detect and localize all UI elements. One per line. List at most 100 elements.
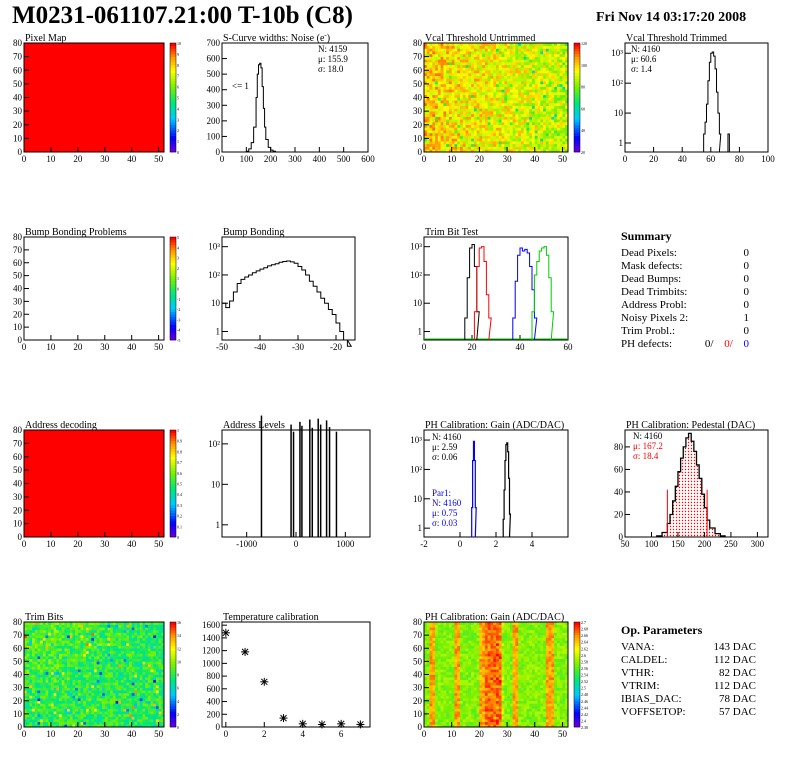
- heatmap-cell: [554, 724, 558, 728]
- heatmap-cell: [88, 719, 92, 723]
- heatmap-cell: [548, 122, 552, 126]
- heatmap-cell: [487, 75, 491, 79]
- heatmap-cell: [147, 703, 151, 707]
- heatmap-cell: [153, 661, 157, 665]
- heatmap-cell: [554, 130, 558, 134]
- heatmap-cell: [559, 724, 563, 728]
- heatmap-cell: [85, 664, 89, 667]
- heatmap-cell: [448, 113, 452, 117]
- heatmap-cell: [507, 724, 511, 728]
- palette-tick-label: 0: [177, 287, 179, 292]
- heatmap-cell: [131, 716, 135, 720]
- heatmap-cell: [440, 86, 444, 90]
- heatmap-cell: [72, 629, 76, 633]
- heatmap-cell: [487, 721, 491, 725]
- heatmap-cell: [437, 62, 441, 66]
- y-tick-label: 20: [13, 120, 23, 130]
- palette-segment: [574, 132, 580, 136]
- heatmap-cell: [118, 627, 122, 631]
- heatmap-cell: [534, 122, 538, 126]
- heatmap-cell: [496, 89, 500, 93]
- heatmap-cell: [134, 656, 138, 660]
- heatmap-cell: [107, 682, 111, 686]
- heatmap-cell: [551, 56, 555, 60]
- heatmap-cell: [532, 51, 536, 55]
- heatmap-cell: [155, 690, 159, 694]
- heatmap-cell: [153, 664, 157, 667]
- heatmap-cell: [32, 698, 36, 702]
- heatmap-cell: [554, 67, 558, 71]
- heatmap-cell: [26, 674, 30, 678]
- heatmap-cell: [91, 624, 95, 628]
- heatmap-cell: [432, 62, 436, 66]
- heatmap-cell: [501, 105, 505, 109]
- heatmap-cell: [112, 624, 116, 628]
- heatmap-cell: [112, 640, 116, 644]
- heatmap-cell: [554, 81, 558, 85]
- heatmap-cell: [153, 635, 157, 639]
- heatmap-cell: [490, 124, 494, 128]
- heatmap-cell: [484, 130, 488, 134]
- palette-segment: [170, 309, 176, 312]
- heatmap-cell: [85, 671, 89, 675]
- heatmap-cell: [91, 716, 95, 720]
- heatmap-cell: [523, 67, 527, 71]
- heatmap-cell: [40, 653, 44, 657]
- heatmap-cell: [451, 97, 455, 101]
- heatmap-cell: [67, 706, 71, 709]
- heatmap-cell: [94, 719, 97, 723]
- heatmap-cell: [507, 83, 511, 87]
- heatmap-cell: [137, 637, 141, 641]
- heatmap-cell: [145, 653, 149, 657]
- heatmap-cell: [40, 713, 44, 717]
- heatmap-cell: [77, 643, 81, 646]
- heatmap-cell: [454, 111, 458, 115]
- heatmap-cell: [32, 643, 36, 646]
- heatmap-cell: [94, 653, 97, 657]
- palette-frame: [573, 42, 581, 153]
- heatmap-cell: [529, 78, 533, 82]
- heatmap-cell: [507, 132, 511, 136]
- heatmap-cell: [94, 695, 97, 699]
- heatmap-cell: [440, 100, 444, 104]
- heatmap-cell: [48, 656, 52, 660]
- heatmap-cell: [529, 56, 533, 60]
- heatmap-cell: [529, 713, 533, 717]
- y-tick-label: 20: [13, 505, 23, 515]
- heatmap-cell: [548, 149, 552, 153]
- heatmap-cell: [545, 108, 549, 112]
- heatmap-cell: [69, 698, 73, 702]
- heatmap-cell: [40, 656, 44, 660]
- heatmap-cell: [515, 75, 519, 79]
- heatmap-cell: [34, 677, 38, 681]
- heatmap-cell: [56, 653, 60, 657]
- heatmap-cell: [457, 711, 461, 715]
- heatmap-cell: [435, 108, 439, 112]
- heatmap-cell: [155, 698, 159, 702]
- palette-segment: [170, 435, 176, 439]
- heatmap-cell: [471, 59, 475, 63]
- heatmap-cell: [498, 141, 502, 145]
- heatmap-cell: [118, 677, 122, 681]
- heatmap-cell: [42, 629, 46, 633]
- heatmap-cell: [77, 719, 81, 723]
- heatmap-cell: [115, 648, 119, 652]
- heatmap-cell: [471, 92, 475, 96]
- heatmap-cell: [490, 141, 494, 145]
- heatmap-cell: [50, 658, 54, 662]
- heatmap-cell: [77, 695, 81, 699]
- heatmap-cell: [24, 677, 27, 681]
- heatmap-cell: [64, 650, 68, 654]
- heatmap-cell: [129, 635, 132, 639]
- heatmap-cell: [26, 716, 30, 720]
- heatmap-cell: [468, 48, 472, 52]
- heatmap-cell: [67, 640, 71, 644]
- heatmap-cell: [80, 708, 84, 712]
- heatmap-cell: [504, 721, 508, 725]
- heatmap-cell: [91, 648, 95, 652]
- heatmap-cell: [56, 674, 60, 678]
- heatmap-cell: [104, 690, 108, 694]
- heatmap-cell: [61, 643, 65, 646]
- heatmap-cell: [440, 64, 444, 68]
- heatmap-cell: [543, 59, 547, 63]
